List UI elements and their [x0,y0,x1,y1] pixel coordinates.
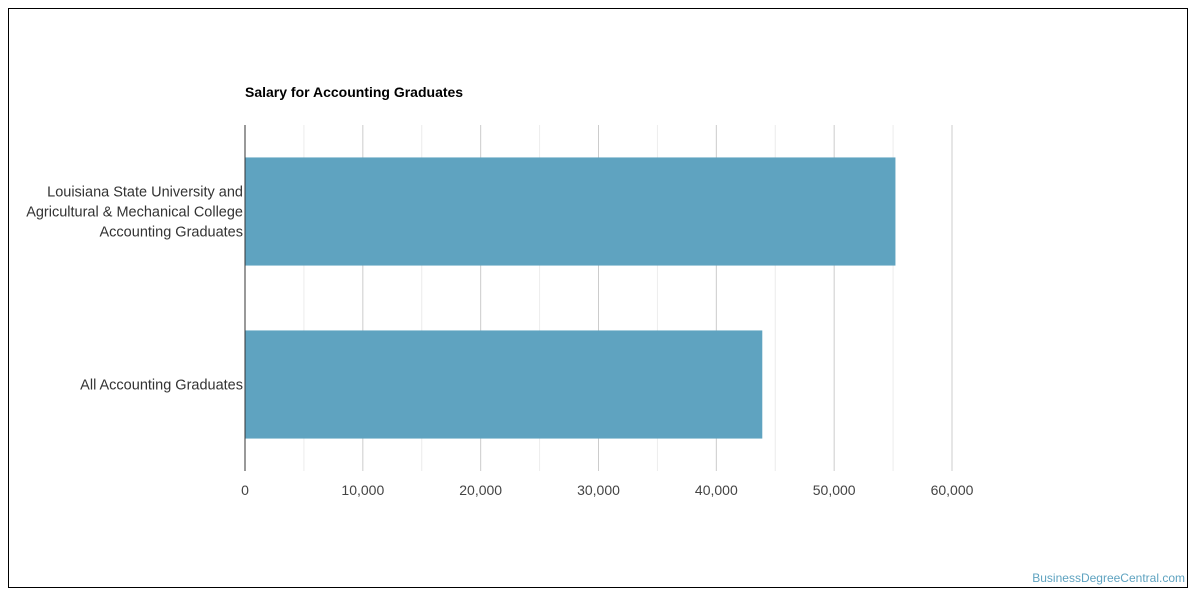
category-label-line: Agricultural & Mechanical College [26,205,243,221]
category-labels: Louisiana State University and Agricultur… [26,185,243,394]
category-label-line: Louisiana State University and [47,185,243,201]
category-label: All Accounting Graduates [80,378,243,394]
category-label: Louisiana State University and Agricultur… [26,185,243,241]
bar [245,330,763,439]
x-tick-label: 40,000 [695,482,738,498]
category-label-line: Accounting Graduates [100,225,243,241]
x-tick-label: 60,000 [931,482,974,498]
category-label-line: All Accounting Graduates [80,378,243,394]
x-tick-label: 50,000 [813,482,856,498]
x-tick-label: 20,000 [459,482,502,498]
bar [245,157,896,266]
chart-title: Salary for Accounting Graduates [245,84,464,100]
x-tick-labels: 0 10,000 20,000 30,000 40,000 50,000 60,000 [241,482,974,498]
x-tick-label: 0 [241,482,249,498]
bars [245,157,896,439]
x-tick-label: 30,000 [577,482,620,498]
watermark: BusinessDegreeCentral.com [1032,571,1185,585]
x-tick-label: 10,000 [341,482,384,498]
